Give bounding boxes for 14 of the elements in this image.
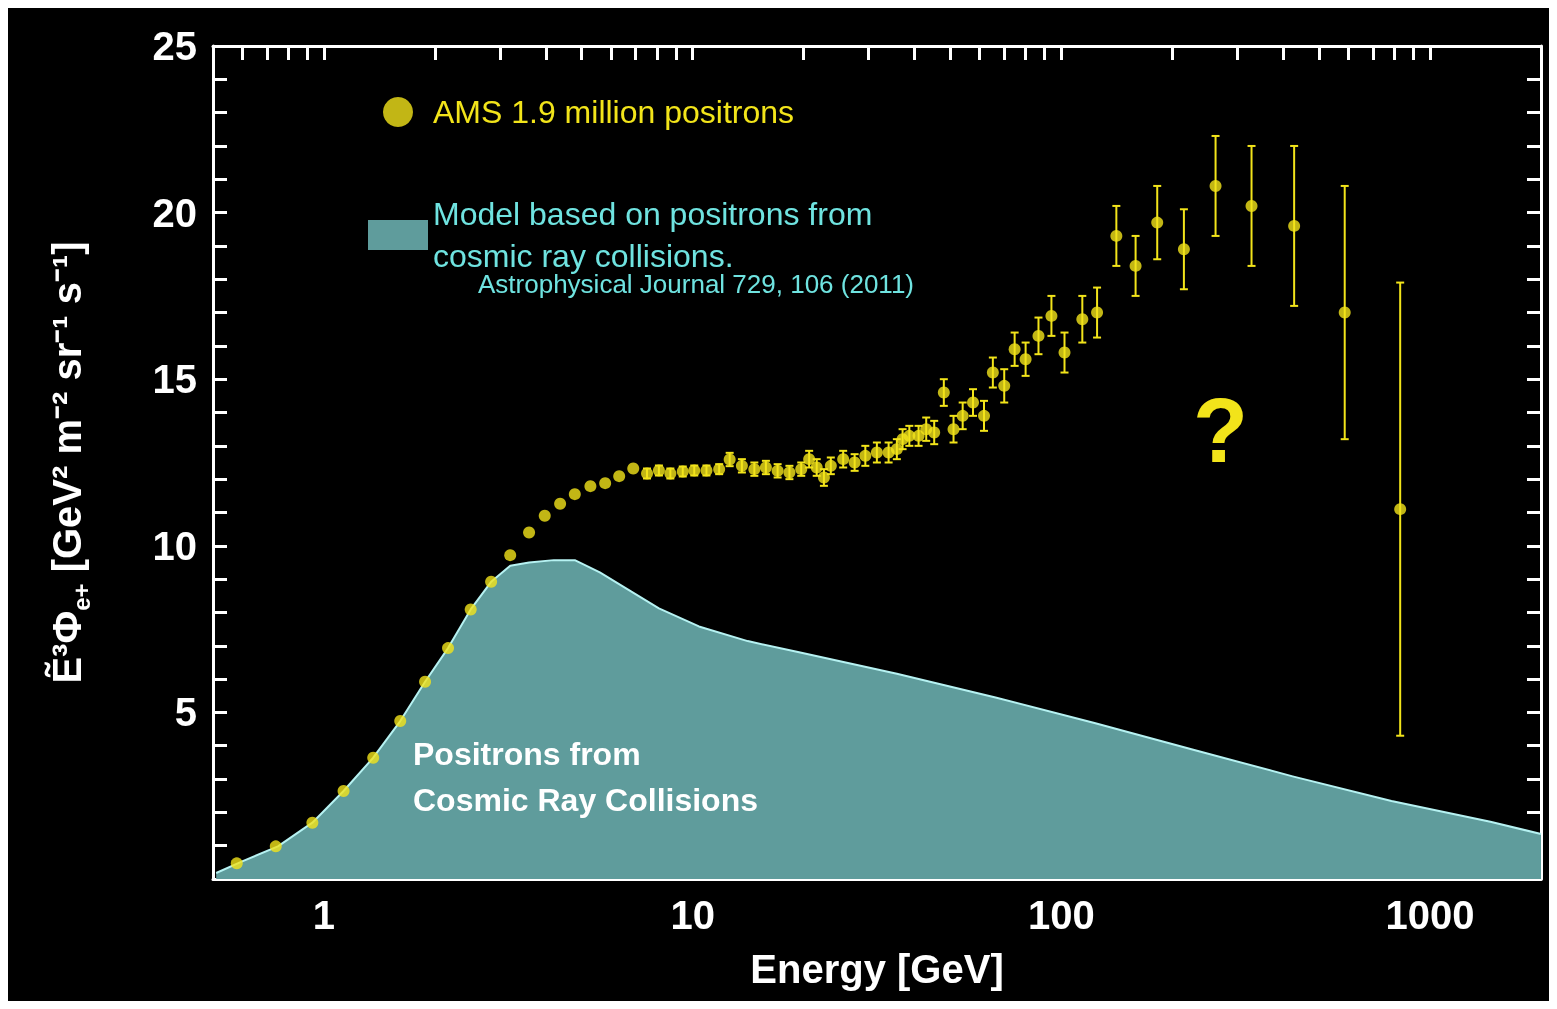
x-tick-label: 1000 [1385, 893, 1475, 937]
y-axis-title: Ẽ³Φe+ [GeV² m⁻² sr⁻¹ s⁻¹] [44, 241, 95, 684]
y-tick-label: 25 [152, 24, 197, 68]
x-tick-label: 100 [1027, 893, 1095, 937]
y-tick-label: 5 [174, 690, 197, 735]
x-tick-label: 1 [312, 893, 336, 937]
legend-label: AMS 1.9 million positrons [433, 94, 795, 130]
annotation: ? [1193, 381, 1248, 481]
y-tick-label: 20 [152, 190, 197, 235]
y-tick-label: 15 [152, 357, 197, 402]
x-axis-title: Energy [GeV] [750, 947, 1004, 991]
x-tick-label: 10 [670, 893, 715, 937]
y-tick-label: 10 [152, 523, 197, 568]
annotation: Positrons from Cosmic Ray Collisions [413, 736, 758, 818]
